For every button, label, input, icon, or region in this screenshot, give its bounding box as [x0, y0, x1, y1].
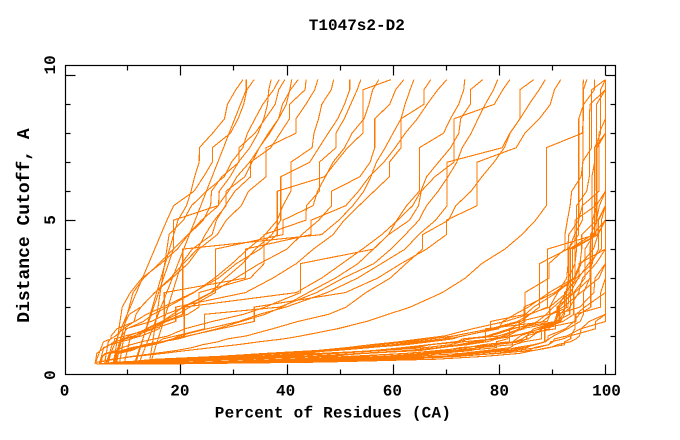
- svg-text:0: 0: [60, 382, 70, 400]
- svg-text:T1047s2-D2: T1047s2-D2: [309, 17, 405, 35]
- svg-text:10: 10: [42, 55, 60, 74]
- svg-text:40: 40: [276, 382, 295, 400]
- svg-text:60: 60: [383, 382, 402, 400]
- svg-text:5: 5: [42, 215, 60, 225]
- svg-text:0: 0: [42, 370, 60, 380]
- svg-text:100: 100: [592, 382, 621, 400]
- svg-text:Percent of Residues (CA): Percent of Residues (CA): [215, 405, 451, 423]
- svg-text:80: 80: [490, 382, 509, 400]
- svg-text:Distance Cutoff, A: Distance Cutoff, A: [15, 128, 35, 323]
- svg-text:20: 20: [170, 382, 189, 400]
